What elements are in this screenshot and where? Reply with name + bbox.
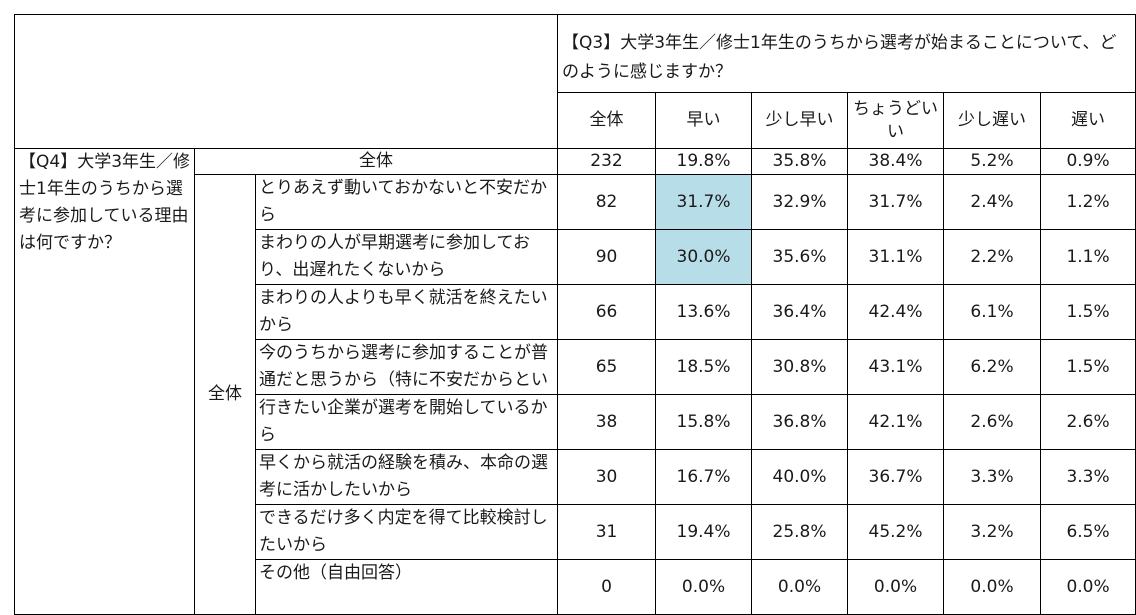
- total-row-value: 38.4%: [847, 148, 945, 175]
- row-label: 早くから就活の経験を積み、本命の選考に活かしたいから: [254, 449, 559, 505]
- row-value: 42.1%: [847, 394, 945, 450]
- row-value: 31.7%: [847, 174, 945, 230]
- row-value: 25.8%: [751, 504, 849, 560]
- row-value: 3.3%: [943, 449, 1042, 505]
- q3-question-header: 【Q3】大学3年生／修士1年生のうちから選考が始まることについて、どのように感じ…: [557, 14, 1136, 93]
- row-value: 0.0%: [847, 559, 945, 615]
- row-n: 82: [557, 174, 657, 230]
- column-header-early: 早い: [655, 92, 753, 149]
- row-value: 42.4%: [847, 284, 945, 340]
- column-header-just-right: ちょうどいい: [847, 92, 945, 149]
- row-label: その他（自由回答）: [254, 559, 559, 615]
- table-row: 早くから就活の経験を積み、本命の選考に活かしたいから 30 16.7% 40.0…: [15, 449, 1136, 505]
- row-value: 6.2%: [943, 339, 1042, 395]
- total-row-value: 35.8%: [751, 148, 849, 175]
- total-row-n: 232: [557, 148, 657, 175]
- table-row: まわりの人が早期選考に参加しており、出遅れたくないから 90 30.0% 35.…: [15, 229, 1136, 285]
- row-value: 36.4%: [751, 284, 849, 340]
- row-n: 31: [557, 504, 657, 560]
- row-value-highlighted: 30.0%: [655, 229, 753, 285]
- row-n: 65: [557, 339, 657, 395]
- row-value: 3.3%: [1040, 449, 1136, 505]
- row-label: まわりの人が早期選考に参加しており、出遅れたくないから: [254, 229, 559, 285]
- row-value: 35.6%: [751, 229, 849, 285]
- row-label: まわりの人よりも早く就活を終えたいから: [254, 284, 559, 340]
- table-row: 行きたい企業が選考を開始しているから 38 15.8% 36.8% 42.1% …: [15, 394, 1136, 450]
- row-n: 90: [557, 229, 657, 285]
- total-row-value: 5.2%: [943, 148, 1042, 175]
- row-value: 6.5%: [1040, 504, 1136, 560]
- row-value: 0.0%: [655, 559, 753, 615]
- row-value: 19.4%: [655, 504, 753, 560]
- row-value: 3.2%: [943, 504, 1042, 560]
- column-header-slightly-late: 少し遅い: [943, 92, 1042, 149]
- row-label: 今のうちから選考に参加することが普通だと思うから（特に不安だからという: [254, 339, 559, 395]
- table-row: 全体 とりあえず動いておかないと不安だから 82 31.7% 32.9% 31.…: [15, 174, 1136, 615]
- total-row: 【Q4】大学3年生／修士1年生のうちから選考に参加している理由は何ですか？ 全体…: [14, 148, 1136, 615]
- row-value: 1.5%: [1040, 339, 1136, 395]
- crosstab-table: 【Q3】大学3年生／修士1年生のうちから選考が始まることについて、どのように感じ…: [13, 14, 1136, 615]
- corner-cell: [13, 14, 559, 149]
- total-row-value: 19.8%: [655, 148, 753, 175]
- table-row: 今のうちから選考に参加することが普通だと思うから（特に不安だからという 65 1…: [15, 339, 1136, 395]
- total-row-label: 全体: [193, 148, 559, 175]
- row-value: 16.7%: [655, 449, 753, 505]
- group-label: 全体: [194, 174, 256, 615]
- row-value: 36.7%: [847, 449, 945, 505]
- row-value: 2.6%: [1040, 394, 1136, 450]
- row-value: 2.6%: [943, 394, 1042, 450]
- row-value: 1.1%: [1040, 229, 1136, 285]
- row-value: 15.8%: [655, 394, 753, 450]
- row-value-highlighted: 31.7%: [655, 174, 753, 230]
- row-n: 0: [557, 559, 657, 615]
- row-value: 0.0%: [943, 559, 1042, 615]
- row-n: 38: [557, 394, 657, 450]
- row-value: 2.2%: [943, 229, 1042, 285]
- row-label: とりあえず動いておかないと不安だから: [254, 174, 559, 230]
- row-value: 43.1%: [847, 339, 945, 395]
- row-value: 31.1%: [847, 229, 945, 285]
- table-row: その他（自由回答） 0 0.0% 0.0% 0.0% 0.0% 0.0%: [15, 559, 1136, 615]
- row-value: 40.0%: [751, 449, 849, 505]
- column-header-late: 遅い: [1040, 92, 1136, 149]
- row-value: 45.2%: [847, 504, 945, 560]
- row-value: 32.9%: [751, 174, 849, 230]
- row-value: 18.5%: [655, 339, 753, 395]
- row-value: 36.8%: [751, 394, 849, 450]
- row-value: 30.8%: [751, 339, 849, 395]
- row-value: 0.0%: [1040, 559, 1136, 615]
- column-header-slightly-early: 少し早い: [751, 92, 849, 149]
- row-value: 13.6%: [655, 284, 753, 340]
- row-n: 30: [557, 449, 657, 505]
- row-label: できるだけ多く内定を得て比較検討したいから: [254, 504, 559, 560]
- row-label: 行きたい企業が選考を開始しているから: [254, 394, 559, 450]
- row-value: 1.2%: [1040, 174, 1136, 230]
- row-value: 1.5%: [1040, 284, 1136, 340]
- row-value: 2.4%: [943, 174, 1042, 230]
- row-value: 0.0%: [751, 559, 849, 615]
- table-row: できるだけ多く内定を得て比較検討したいから 31 19.4% 25.8% 45.…: [15, 504, 1136, 560]
- q4-question-header: 【Q4】大学3年生／修士1年生のうちから選考に参加している理由は何ですか？: [14, 148, 195, 615]
- column-header-total: 全体: [557, 92, 657, 149]
- total-row-value: 0.9%: [1040, 148, 1136, 175]
- row-n: 66: [557, 284, 657, 340]
- row-value: 6.1%: [943, 284, 1042, 340]
